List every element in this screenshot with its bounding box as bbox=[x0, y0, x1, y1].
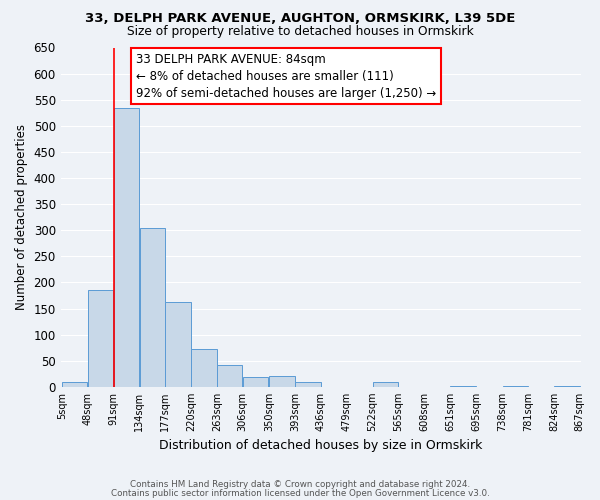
Bar bbox=[62, 382, 88, 387]
Bar bbox=[269, 376, 295, 387]
Bar bbox=[373, 382, 398, 387]
Bar bbox=[451, 386, 476, 387]
X-axis label: Distribution of detached houses by size in Ormskirk: Distribution of detached houses by size … bbox=[159, 440, 482, 452]
Bar bbox=[140, 228, 165, 387]
Text: Contains public sector information licensed under the Open Government Licence v3: Contains public sector information licen… bbox=[110, 488, 490, 498]
Text: 33, DELPH PARK AVENUE, AUGHTON, ORMSKIRK, L39 5DE: 33, DELPH PARK AVENUE, AUGHTON, ORMSKIRK… bbox=[85, 12, 515, 26]
Text: Size of property relative to detached houses in Ormskirk: Size of property relative to detached ho… bbox=[127, 25, 473, 38]
Bar bbox=[88, 290, 113, 387]
Bar bbox=[295, 382, 320, 387]
Bar bbox=[243, 378, 268, 387]
Bar bbox=[114, 108, 139, 387]
Bar bbox=[503, 386, 528, 387]
Bar bbox=[191, 348, 217, 387]
Bar bbox=[554, 386, 580, 387]
Bar bbox=[166, 302, 191, 387]
Bar bbox=[217, 365, 242, 387]
Text: Contains HM Land Registry data © Crown copyright and database right 2024.: Contains HM Land Registry data © Crown c… bbox=[130, 480, 470, 489]
Text: 33 DELPH PARK AVENUE: 84sqm
← 8% of detached houses are smaller (111)
92% of sem: 33 DELPH PARK AVENUE: 84sqm ← 8% of deta… bbox=[136, 52, 436, 100]
Y-axis label: Number of detached properties: Number of detached properties bbox=[15, 124, 28, 310]
